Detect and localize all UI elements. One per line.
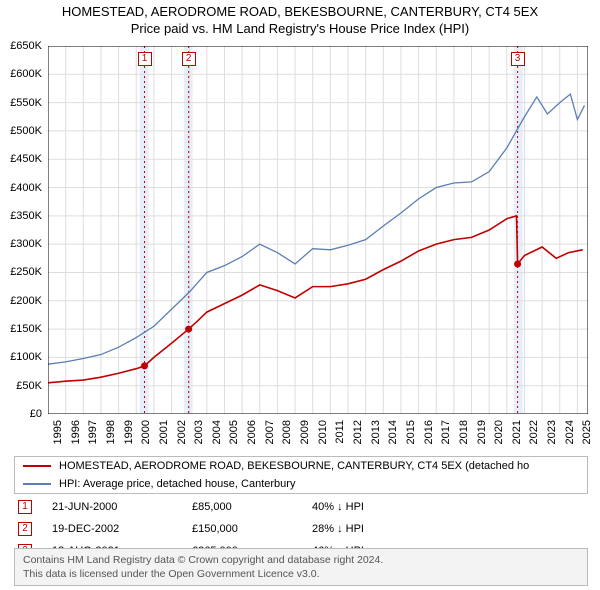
y-tick-label: £100K [10, 351, 42, 363]
chart-area: £0£50K£100K£150K£200K£250K£300K£350K£400… [48, 46, 588, 414]
x-tick-label: 2021 [511, 420, 523, 444]
event-diff: 28% ↓ HPI [312, 523, 364, 535]
title-block: HOMESTEAD, AERODROME ROAD, BEKESBOURNE, … [0, 0, 600, 36]
legend-row: HOMESTEAD, AERODROME ROAD, BEKESBOURNE, … [15, 457, 587, 475]
x-tick-label: 2017 [440, 420, 452, 444]
x-tick-label: 1996 [70, 420, 82, 444]
x-tick-label: 2009 [299, 420, 311, 444]
x-tick-label: 2005 [228, 420, 240, 444]
y-tick-label: £350K [10, 210, 42, 222]
chart-svg [48, 46, 588, 414]
event-number-box: 1 [18, 500, 32, 514]
legend-label: HPI: Average price, detached house, Cant… [59, 478, 295, 490]
y-tick-label: £0 [30, 408, 42, 420]
event-price: £150,000 [192, 523, 312, 535]
x-tick-label: 2016 [423, 420, 435, 444]
y-tick-label: £650K [10, 40, 42, 52]
y-tick-label: £50K [16, 380, 42, 392]
event-date: 21-JUN-2000 [52, 501, 192, 513]
y-tick-label: £500K [10, 125, 42, 137]
y-tick-label: £450K [10, 153, 42, 165]
x-tick-label: 1998 [105, 420, 117, 444]
x-tick-label: 2024 [564, 420, 576, 444]
y-tick-label: £250K [10, 266, 42, 278]
x-tick-label: 2001 [158, 420, 170, 444]
x-tick-label: 2000 [140, 420, 152, 444]
x-tick-label: 2011 [334, 420, 346, 444]
x-tick-label: 2008 [281, 420, 293, 444]
x-tick-label: 2022 [528, 420, 540, 444]
chart-container: HOMESTEAD, AERODROME ROAD, BEKESBOURNE, … [0, 0, 600, 590]
x-tick-label: 2010 [317, 420, 329, 444]
event-marker-box: 1 [138, 52, 152, 66]
legend-swatch [23, 465, 51, 467]
y-tick-label: £600K [10, 68, 42, 80]
y-tick-label: £400K [10, 182, 42, 194]
footer-line1: Contains HM Land Registry data © Crown c… [23, 553, 579, 567]
event-diff: 40% ↓ HPI [312, 501, 364, 513]
legend-swatch [23, 483, 51, 485]
x-tick-label: 1997 [87, 420, 99, 444]
chart-title: HOMESTEAD, AERODROME ROAD, BEKESBOURNE, … [0, 4, 600, 19]
legend-label: HOMESTEAD, AERODROME ROAD, BEKESBOURNE, … [59, 460, 529, 472]
y-tick-label: £200K [10, 295, 42, 307]
x-tick-label: 2012 [352, 420, 364, 444]
event-row: 2 19-DEC-2002£150,00028% ↓ HPI [14, 518, 588, 540]
y-tick-label: £550K [10, 97, 42, 109]
y-tick-label: £300K [10, 238, 42, 250]
y-tick-label: £150K [10, 323, 42, 335]
event-marker-box: 2 [182, 52, 196, 66]
x-tick-label: 2007 [264, 420, 276, 444]
x-tick-label: 2002 [176, 420, 188, 444]
legend-row: HPI: Average price, detached house, Cant… [15, 475, 587, 493]
x-tick-label: 1995 [52, 420, 64, 444]
event-marker-box: 3 [511, 52, 525, 66]
x-tick-label: 2006 [246, 420, 258, 444]
x-tick-label: 2003 [193, 420, 205, 444]
event-number-box: 2 [18, 522, 32, 536]
x-tick-label: 2013 [370, 420, 382, 444]
event-price: £85,000 [192, 501, 312, 513]
x-tick-label: 2020 [493, 420, 505, 444]
x-tick-label: 2019 [476, 420, 488, 444]
event-date: 19-DEC-2002 [52, 523, 192, 535]
legend-panel: HOMESTEAD, AERODROME ROAD, BEKESBOURNE, … [14, 456, 588, 494]
footer-line2: This data is licensed under the Open Gov… [23, 567, 579, 581]
x-tick-label: 2018 [458, 420, 470, 444]
x-tick-label: 1999 [123, 420, 135, 444]
footer-attribution: Contains HM Land Registry data © Crown c… [14, 548, 588, 586]
chart-subtitle: Price paid vs. HM Land Registry's House … [0, 21, 600, 36]
x-tick-label: 2014 [387, 420, 399, 444]
x-tick-label: 2015 [405, 420, 417, 444]
x-tick-label: 2025 [581, 420, 593, 444]
x-tick-label: 2023 [546, 420, 558, 444]
x-tick-label: 2004 [211, 420, 223, 444]
event-row: 1 21-JUN-2000£85,00040% ↓ HPI [14, 496, 588, 518]
